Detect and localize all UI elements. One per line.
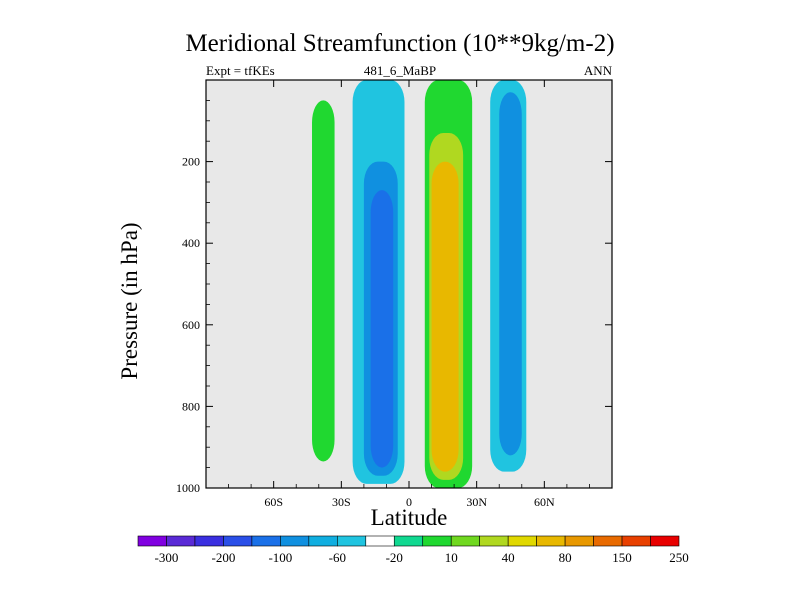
colorbar-box xyxy=(223,535,253,547)
colorbar-box xyxy=(393,535,424,547)
colorbar-box xyxy=(593,535,623,547)
x-tick-label: 0 xyxy=(406,495,412,509)
contour-hadley-south-inner xyxy=(370,190,394,468)
colorbar-box xyxy=(450,535,480,547)
contour-nh-ferrel-inner xyxy=(499,92,522,456)
colorbar-box xyxy=(479,535,509,547)
season-label: ANN xyxy=(583,63,612,78)
contour-sh-cell-inner xyxy=(318,271,331,431)
colorbar-box xyxy=(337,535,367,547)
colorbar-box xyxy=(194,535,224,547)
colorbar-box xyxy=(507,535,537,547)
colorbar-box xyxy=(621,535,651,547)
experiment-label: Expt = tfKEs xyxy=(206,63,275,78)
colorbar-label: 10 xyxy=(445,550,458,565)
colorbar-box xyxy=(280,535,310,547)
x-tick-label: 30S xyxy=(332,495,351,509)
x-tick-label: 30N xyxy=(466,495,487,509)
colorbar-label: 250 xyxy=(669,550,689,565)
x-axis-label: Latitude xyxy=(370,505,448,530)
colorbar-label: -60 xyxy=(329,550,346,565)
colorbar-label: 150 xyxy=(612,550,632,565)
y-tick-label: 600 xyxy=(182,318,200,332)
colorbar-label: 80 xyxy=(559,550,572,565)
colorbar-label: -300 xyxy=(155,550,179,565)
y-tick-label: 1000 xyxy=(176,481,200,495)
x-tick-label: 60N xyxy=(534,495,555,509)
colorbar-box xyxy=(365,535,395,547)
plot-area xyxy=(206,80,612,488)
colorbar-box xyxy=(650,535,680,547)
colorbar-label: -200 xyxy=(211,550,235,565)
colorbar-box xyxy=(536,535,566,547)
colorbar-box xyxy=(422,535,452,547)
colorbar-box xyxy=(166,535,196,547)
chart-title: Meridional Streamfunction (10**9kg/m-2) xyxy=(185,30,615,57)
colorbar-label: 40 xyxy=(502,550,515,565)
x-tick-label: 60S xyxy=(264,495,283,509)
y-tick-label: 200 xyxy=(182,155,200,169)
y-tick-label: 800 xyxy=(182,399,200,413)
colorbar-box xyxy=(137,535,167,547)
colorbar-box xyxy=(564,535,594,547)
colorbar-label: -100 xyxy=(268,550,292,565)
contour-hadley-north-core xyxy=(433,190,457,460)
colorbar-box xyxy=(308,535,338,547)
colorbar-label: -20 xyxy=(386,550,403,565)
run-label: 481_6_MaBP xyxy=(363,63,437,78)
y-tick-label: 400 xyxy=(182,236,200,250)
colorbar-box xyxy=(251,535,281,547)
